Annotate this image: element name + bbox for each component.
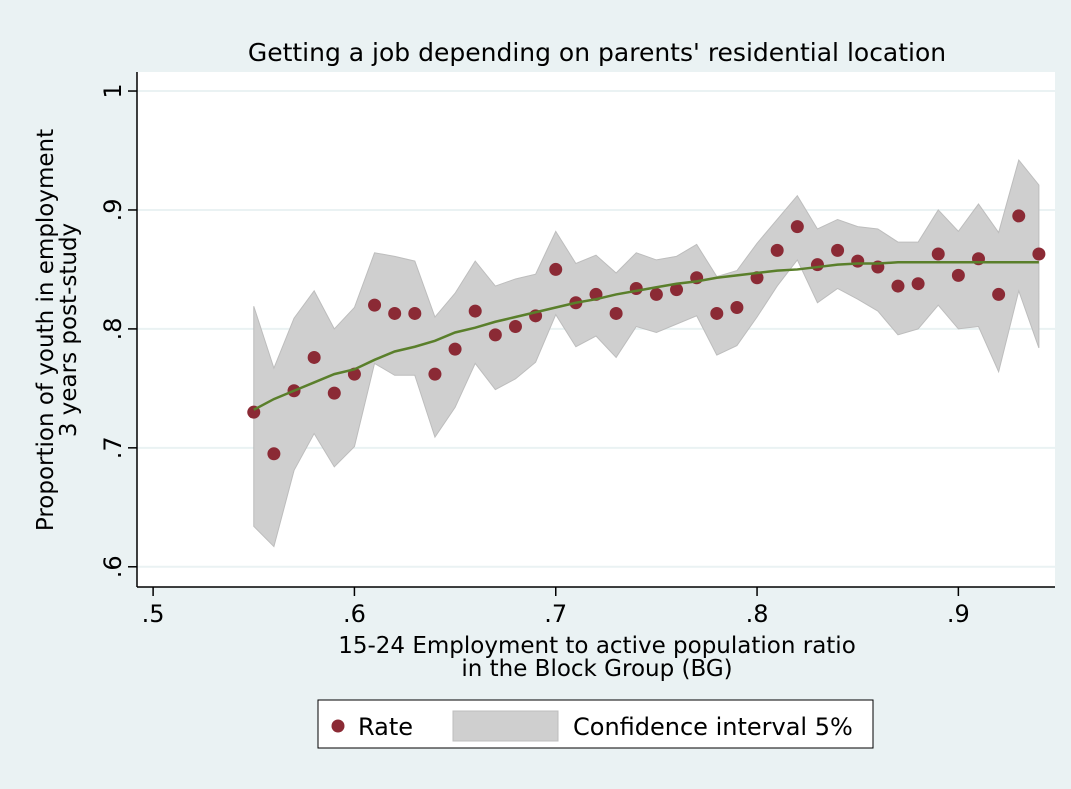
y-tick-label: .9 [99, 199, 127, 222]
point [1012, 209, 1026, 223]
legend-label: Confidence interval 5% [573, 713, 853, 741]
point [951, 268, 965, 282]
x-tick-label: .5 [142, 600, 165, 628]
x-tick-label: .9 [947, 600, 970, 628]
x-axis-label: in the Block Group (BG) [461, 656, 732, 682]
point [831, 243, 845, 257]
point [649, 287, 663, 301]
point [810, 258, 824, 272]
point [508, 320, 522, 334]
chart-title: Getting a job depending on parents' resi… [248, 38, 946, 67]
point [448, 342, 462, 356]
point [670, 283, 684, 297]
point [770, 243, 784, 257]
point [710, 306, 724, 320]
legend-label: Rate [358, 713, 413, 741]
y-tick-label: 1 [99, 83, 127, 98]
x-tick-label: .6 [343, 600, 366, 628]
point [931, 247, 945, 261]
legend-marker [331, 719, 345, 733]
point [368, 298, 382, 312]
y-axis-label: Proportion of youth in employment [33, 129, 59, 531]
point [468, 304, 482, 318]
y-tick-label: .8 [99, 317, 127, 340]
point [1032, 247, 1046, 261]
point [267, 447, 281, 461]
point [790, 220, 804, 234]
point [730, 300, 744, 314]
point [408, 306, 422, 320]
point [609, 306, 623, 320]
x-tick-label: .7 [544, 600, 567, 628]
point [327, 386, 341, 400]
confidence-band [253, 158, 1040, 548]
legend [317, 699, 874, 749]
y-tick-label: .7 [99, 436, 127, 459]
point [911, 277, 925, 291]
point [992, 287, 1006, 301]
point [428, 367, 442, 381]
point [388, 306, 402, 320]
point [549, 262, 563, 276]
point [891, 279, 905, 293]
point [851, 254, 865, 268]
x-tick-label: .8 [746, 600, 769, 628]
x-axis-label: 15-24 Employment to active population ra… [338, 633, 856, 659]
point [488, 328, 502, 342]
point [629, 281, 643, 295]
y-axis-label: 3 years post-study [56, 223, 82, 437]
point [307, 350, 321, 364]
fit-line [253, 261, 1039, 411]
y-tick-label: .6 [99, 555, 127, 578]
legend-swatch [452, 710, 559, 742]
